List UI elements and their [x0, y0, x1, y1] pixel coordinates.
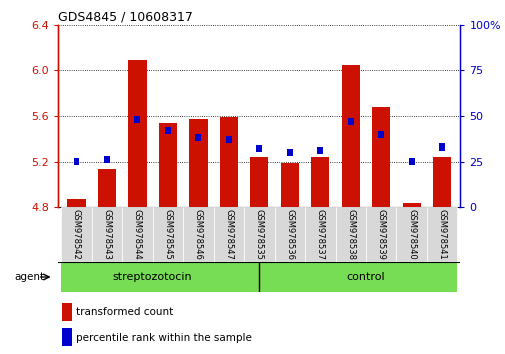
Bar [365, 207, 396, 262]
Text: GSM978535: GSM978535 [255, 209, 263, 259]
Bar [165, 127, 171, 134]
Text: GSM978544: GSM978544 [133, 209, 141, 259]
Text: GSM978538: GSM978538 [345, 209, 355, 260]
Bar [243, 207, 274, 262]
Bar [432, 157, 450, 207]
Bar [195, 134, 201, 142]
Bar [438, 143, 444, 150]
Text: transformed count: transformed count [76, 307, 173, 317]
Bar [280, 162, 298, 207]
Bar [219, 117, 237, 207]
Bar [274, 207, 305, 262]
Bar [311, 157, 329, 207]
Bar [225, 136, 231, 143]
Bar [256, 145, 262, 153]
Bar [402, 202, 420, 207]
Bar [128, 60, 146, 207]
Bar [73, 158, 79, 165]
Bar [378, 131, 383, 138]
Bar [153, 207, 183, 262]
Bar [286, 149, 292, 156]
Text: GSM978537: GSM978537 [315, 209, 324, 260]
Bar [97, 170, 116, 207]
Text: GSM978545: GSM978545 [163, 209, 172, 259]
Bar [122, 207, 153, 262]
Text: GSM978536: GSM978536 [285, 209, 294, 260]
Bar [305, 207, 335, 262]
Text: streptozotocin: streptozotocin [113, 272, 192, 282]
Bar [341, 65, 359, 207]
Bar [189, 119, 207, 207]
Text: GSM978540: GSM978540 [407, 209, 416, 259]
Bar [347, 118, 353, 125]
Bar [396, 207, 426, 262]
Text: GSM978541: GSM978541 [437, 209, 446, 259]
Bar [371, 107, 389, 207]
Bar [335, 207, 365, 262]
Text: GSM978542: GSM978542 [72, 209, 81, 259]
Bar [61, 262, 243, 292]
Text: GSM978539: GSM978539 [376, 209, 385, 259]
Bar [274, 262, 457, 292]
Bar [243, 262, 274, 292]
Bar [134, 116, 140, 123]
Text: agent: agent [15, 272, 44, 282]
Bar [62, 303, 72, 321]
Text: control: control [346, 272, 384, 282]
Text: GSM978546: GSM978546 [193, 209, 203, 259]
Text: percentile rank within the sample: percentile rank within the sample [76, 333, 251, 343]
Bar [159, 123, 177, 207]
Text: GSM978547: GSM978547 [224, 209, 233, 259]
Text: GSM978543: GSM978543 [102, 209, 111, 259]
Bar [104, 156, 110, 163]
Text: GDS4845 / 10608317: GDS4845 / 10608317 [58, 11, 193, 24]
Bar [183, 207, 213, 262]
Bar [426, 207, 457, 262]
Bar [91, 207, 122, 262]
Bar [317, 147, 323, 154]
Bar [408, 158, 414, 165]
Bar [67, 199, 85, 207]
Bar [249, 157, 268, 207]
Bar [62, 329, 72, 346]
Bar [213, 207, 243, 262]
Bar [61, 207, 91, 262]
